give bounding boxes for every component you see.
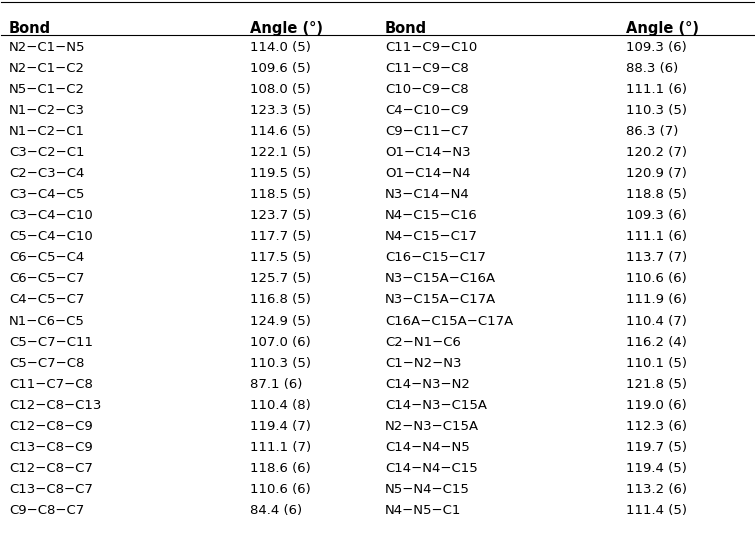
Text: 117.7 (5): 117.7 (5) — [250, 230, 311, 244]
Text: 110.1 (5): 110.1 (5) — [626, 356, 687, 370]
Text: C3−C4−C10: C3−C4−C10 — [9, 210, 93, 222]
Text: 114.6 (5): 114.6 (5) — [250, 125, 310, 138]
Text: C5−C7−C8: C5−C7−C8 — [9, 356, 85, 370]
Text: O1−C14−N4: O1−C14−N4 — [385, 167, 470, 180]
Text: 118.5 (5): 118.5 (5) — [250, 188, 310, 201]
Text: C6−C5−C4: C6−C5−C4 — [9, 251, 84, 265]
Text: 87.1 (6): 87.1 (6) — [250, 378, 302, 390]
Text: C13−C8−C9: C13−C8−C9 — [9, 441, 93, 454]
Text: 119.4 (7): 119.4 (7) — [250, 420, 310, 433]
Text: C9−C11−C7: C9−C11−C7 — [385, 125, 469, 138]
Text: 119.4 (5): 119.4 (5) — [626, 461, 686, 475]
Text: 116.8 (5): 116.8 (5) — [250, 294, 310, 306]
Text: C2−N1−C6: C2−N1−C6 — [385, 335, 461, 349]
Text: C14−N4−N5: C14−N4−N5 — [385, 441, 470, 454]
Text: C11−C7−C8: C11−C7−C8 — [9, 378, 93, 390]
Text: C14−N3−N2: C14−N3−N2 — [385, 378, 470, 390]
Text: 123.7 (5): 123.7 (5) — [250, 210, 311, 222]
Text: C10−C9−C8: C10−C9−C8 — [385, 83, 469, 96]
Text: N1−C6−C5: N1−C6−C5 — [9, 315, 85, 327]
Text: 111.1 (6): 111.1 (6) — [626, 83, 687, 96]
Text: 84.4 (6): 84.4 (6) — [250, 504, 302, 517]
Text: C4−C10−C9: C4−C10−C9 — [385, 105, 469, 117]
Text: 110.3 (5): 110.3 (5) — [250, 356, 310, 370]
Text: 118.6 (6): 118.6 (6) — [250, 461, 310, 475]
Text: 121.8 (5): 121.8 (5) — [626, 378, 687, 390]
Text: 109.6 (5): 109.6 (5) — [250, 62, 310, 75]
Text: N5−N4−C15: N5−N4−C15 — [385, 483, 470, 496]
Text: C2−C3−C4: C2−C3−C4 — [9, 167, 85, 180]
Text: 109.3 (6): 109.3 (6) — [626, 41, 686, 54]
Text: C16−C15−C17: C16−C15−C17 — [385, 251, 486, 265]
Text: Bond: Bond — [385, 21, 427, 36]
Text: 120.9 (7): 120.9 (7) — [626, 167, 686, 180]
Text: C9−C8−C7: C9−C8−C7 — [9, 504, 84, 517]
Text: N1−C2−C3: N1−C2−C3 — [9, 105, 85, 117]
Text: 123.3 (5): 123.3 (5) — [250, 105, 311, 117]
Text: C5−C7−C11: C5−C7−C11 — [9, 335, 93, 349]
Text: Bond: Bond — [9, 21, 51, 36]
Text: 107.0 (6): 107.0 (6) — [250, 335, 310, 349]
Text: 111.4 (5): 111.4 (5) — [626, 504, 687, 517]
Text: 117.5 (5): 117.5 (5) — [250, 251, 311, 265]
Text: N2−C1−N5: N2−C1−N5 — [9, 41, 85, 54]
Text: 86.3 (7): 86.3 (7) — [626, 125, 678, 138]
Text: N2−C1−C2: N2−C1−C2 — [9, 62, 85, 75]
Text: 111.9 (6): 111.9 (6) — [626, 294, 686, 306]
Text: 120.2 (7): 120.2 (7) — [626, 146, 687, 160]
Text: C12−C8−C7: C12−C8−C7 — [9, 461, 93, 475]
Text: C5−C4−C10: C5−C4−C10 — [9, 230, 93, 244]
Text: N4−C15−C16: N4−C15−C16 — [385, 210, 478, 222]
Text: 110.4 (8): 110.4 (8) — [250, 399, 310, 411]
Text: N4−N5−C1: N4−N5−C1 — [385, 504, 461, 517]
Text: 111.1 (7): 111.1 (7) — [250, 441, 311, 454]
Text: 124.9 (5): 124.9 (5) — [250, 315, 310, 327]
Text: 88.3 (6): 88.3 (6) — [626, 62, 678, 75]
Text: C6−C5−C7: C6−C5−C7 — [9, 272, 85, 285]
Text: C13−C8−C7: C13−C8−C7 — [9, 483, 93, 496]
Text: 108.0 (5): 108.0 (5) — [250, 83, 310, 96]
Text: N3−C15A−C17A: N3−C15A−C17A — [385, 294, 496, 306]
Text: C12−C8−C13: C12−C8−C13 — [9, 399, 101, 411]
Text: C11−C9−C10: C11−C9−C10 — [385, 41, 477, 54]
Text: 125.7 (5): 125.7 (5) — [250, 272, 311, 285]
Text: C4−C5−C7: C4−C5−C7 — [9, 294, 85, 306]
Text: 119.7 (5): 119.7 (5) — [626, 441, 687, 454]
Text: Angle (°): Angle (°) — [250, 21, 322, 36]
Text: Angle (°): Angle (°) — [626, 21, 698, 36]
Text: C14−N3−C15A: C14−N3−C15A — [385, 399, 487, 411]
Text: 114.0 (5): 114.0 (5) — [250, 41, 310, 54]
Text: 118.8 (5): 118.8 (5) — [626, 188, 686, 201]
Text: C16A−C15A−C17A: C16A−C15A−C17A — [385, 315, 513, 327]
Text: C1−N2−N3: C1−N2−N3 — [385, 356, 461, 370]
Text: 111.1 (6): 111.1 (6) — [626, 230, 687, 244]
Text: C3−C4−C5: C3−C4−C5 — [9, 188, 85, 201]
Text: N2−N3−C15A: N2−N3−C15A — [385, 420, 479, 433]
Text: C3−C2−C1: C3−C2−C1 — [9, 146, 85, 160]
Text: C12−C8−C9: C12−C8−C9 — [9, 420, 93, 433]
Text: O1−C14−N3: O1−C14−N3 — [385, 146, 470, 160]
Text: N4−C15−C17: N4−C15−C17 — [385, 230, 478, 244]
Text: 110.6 (6): 110.6 (6) — [250, 483, 310, 496]
Text: 119.5 (5): 119.5 (5) — [250, 167, 310, 180]
Text: 112.3 (6): 112.3 (6) — [626, 420, 687, 433]
Text: C14−N4−C15: C14−N4−C15 — [385, 461, 478, 475]
Text: 109.3 (6): 109.3 (6) — [626, 210, 686, 222]
Text: 113.2 (6): 113.2 (6) — [626, 483, 687, 496]
Text: 119.0 (6): 119.0 (6) — [626, 399, 686, 411]
Text: 116.2 (4): 116.2 (4) — [626, 335, 686, 349]
Text: 113.7 (7): 113.7 (7) — [626, 251, 687, 265]
Text: 110.3 (5): 110.3 (5) — [626, 105, 687, 117]
Text: N3−C14−N4: N3−C14−N4 — [385, 188, 470, 201]
Text: 110.6 (6): 110.6 (6) — [626, 272, 686, 285]
Text: C11−C9−C8: C11−C9−C8 — [385, 62, 469, 75]
Text: 122.1 (5): 122.1 (5) — [250, 146, 311, 160]
Text: N1−C2−C1: N1−C2−C1 — [9, 125, 85, 138]
Text: 110.4 (7): 110.4 (7) — [626, 315, 686, 327]
Text: N3−C15A−C16A: N3−C15A−C16A — [385, 272, 496, 285]
Text: N5−C1−C2: N5−C1−C2 — [9, 83, 85, 96]
